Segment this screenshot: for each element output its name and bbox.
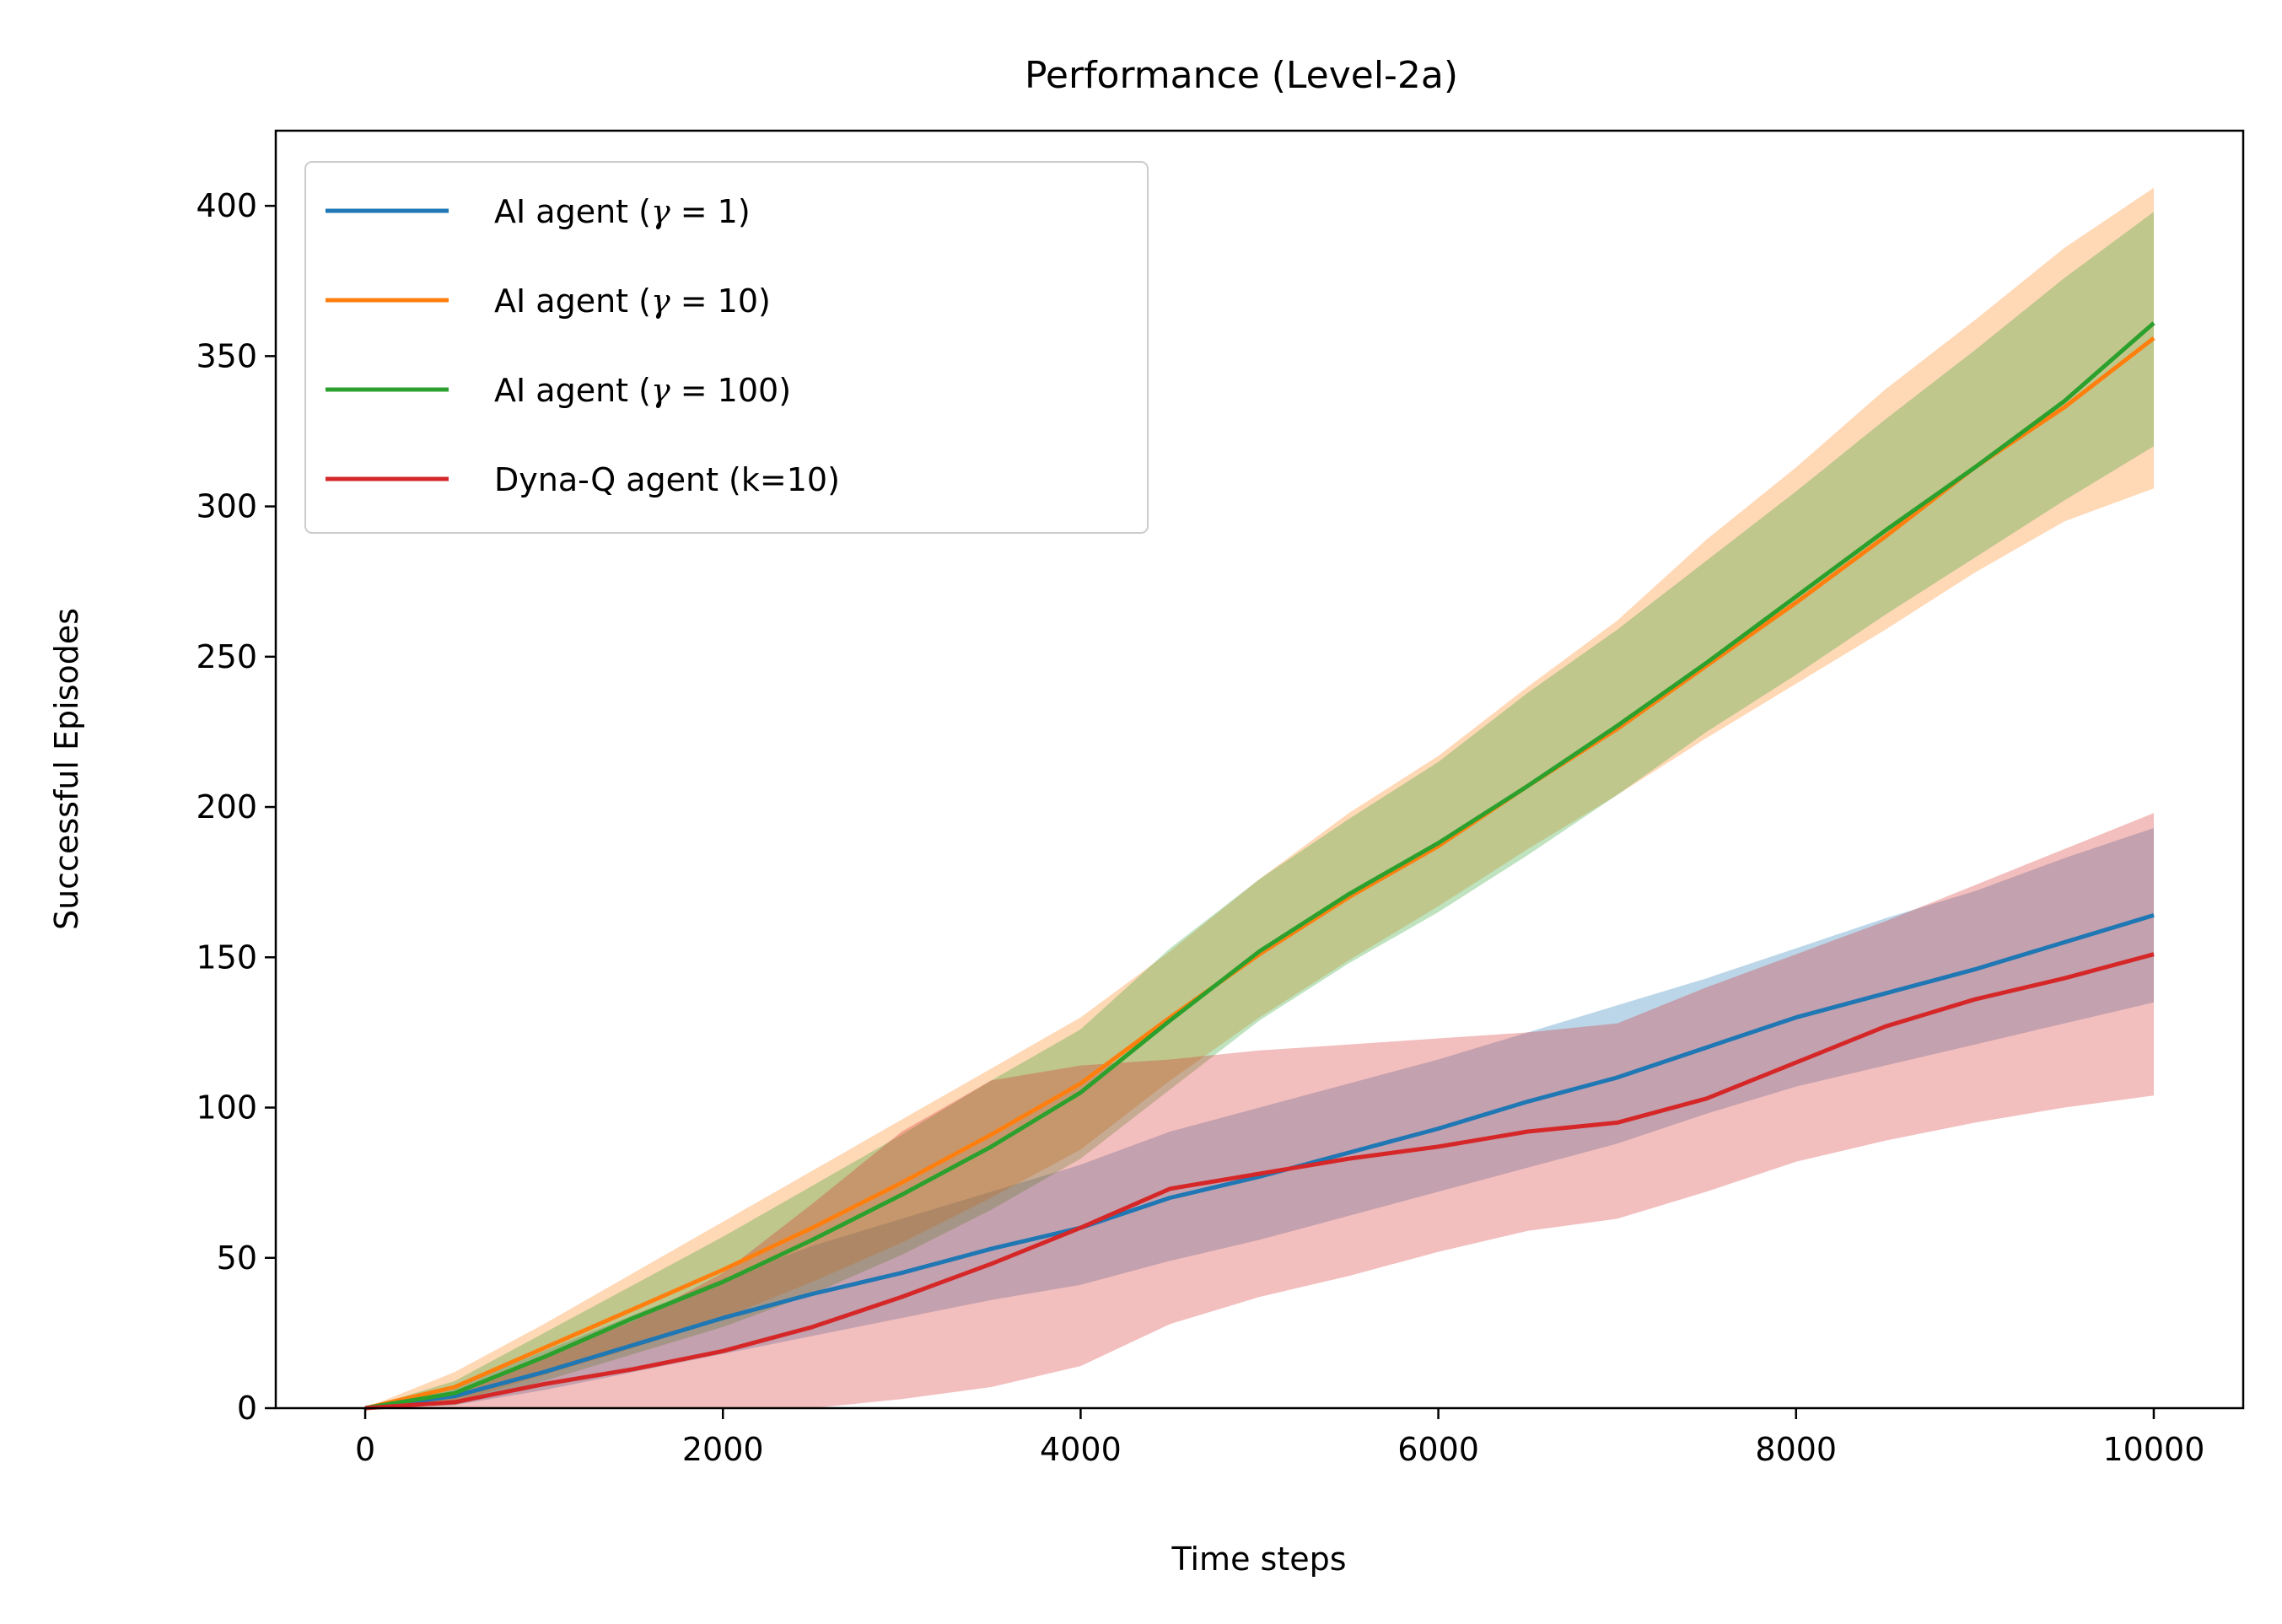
band-series-0: [365, 828, 2154, 1408]
y-tick-label-300: 300: [196, 488, 257, 525]
x-axis-label: Time steps: [1171, 1541, 1346, 1578]
x-tick-label-0: 0: [355, 1431, 375, 1468]
y-tick-label-400: 400: [196, 187, 257, 224]
y-tick-label-50: 50: [217, 1240, 257, 1277]
y-tick-label-350: 350: [196, 337, 257, 374]
legend-label-3: Dyna-Q agent (k=10): [494, 461, 840, 498]
x-tick-label-6000: 6000: [1397, 1431, 1479, 1468]
y-tick-label-250: 250: [196, 638, 257, 675]
legend: AI agent (γ = 1) AI agent (γ = 10) AI agen…: [304, 161, 1149, 534]
y-tick-label-150: 150: [196, 938, 257, 976]
plot-frame: [274, 129, 2245, 1410]
y-tick-label-0: 0: [237, 1390, 257, 1427]
legend-label-2: AI agent (γ = 100): [494, 372, 791, 409]
y-axis: 0 50 100 150 200 250 300 350 400: [196, 187, 276, 1427]
line-series-1: [364, 336, 2156, 1411]
x-tick-label-4000: 4000: [1040, 1431, 1122, 1468]
band-series-3: [365, 813, 2154, 1408]
x-tick-label-10000: 10000: [2103, 1431, 2205, 1468]
chart-title: Performance (Level-2a): [1025, 54, 1458, 97]
x-tick-label-2000: 2000: [682, 1431, 764, 1468]
x-axis: 0 2000 4000 6000 8000 10000: [355, 1408, 2204, 1468]
series-lines: [364, 321, 2156, 1411]
line-series-2: [364, 321, 2156, 1411]
line-series-0: [364, 913, 2155, 1411]
x-tick-label-8000: 8000: [1755, 1431, 1837, 1468]
line-series-3: [364, 952, 2155, 1411]
y-tick-label-100: 100: [196, 1089, 257, 1127]
y-tick-label-200: 200: [196, 788, 257, 825]
y-axis-label: Successful Episodes: [48, 608, 85, 930]
legend-label-0: AI agent (γ = 1): [494, 193, 751, 230]
legend-box: [304, 161, 1149, 534]
confidence-bands: [365, 187, 2154, 1409]
legend-label-1: AI agent (γ = 10): [494, 282, 771, 320]
